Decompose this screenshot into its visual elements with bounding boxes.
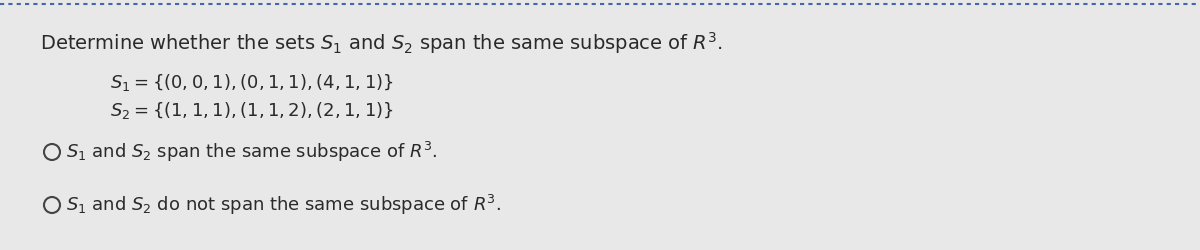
Text: $S_2 = \{(1, 1, 1), (1, 1, 2), (2, 1, 1)\}$: $S_2 = \{(1, 1, 1), (1, 1, 2), (2, 1, 1)… [110, 100, 394, 121]
Text: $S_1$ and $S_2$ do not span the same subspace of $R^3$.: $S_1$ and $S_2$ do not span the same sub… [66, 193, 502, 217]
Text: $S_1$ and $S_2$ span the same subspace of $R^3$.: $S_1$ and $S_2$ span the same subspace o… [66, 140, 438, 164]
Text: $S_1 = \{(0, 0, 1), (0, 1, 1), (4, 1, 1)\}$: $S_1 = \{(0, 0, 1), (0, 1, 1), (4, 1, 1)… [110, 72, 394, 93]
Text: Determine whether the sets $S_1$ and $S_2$ span the same subspace of $R^3$.: Determine whether the sets $S_1$ and $S_… [40, 30, 724, 56]
